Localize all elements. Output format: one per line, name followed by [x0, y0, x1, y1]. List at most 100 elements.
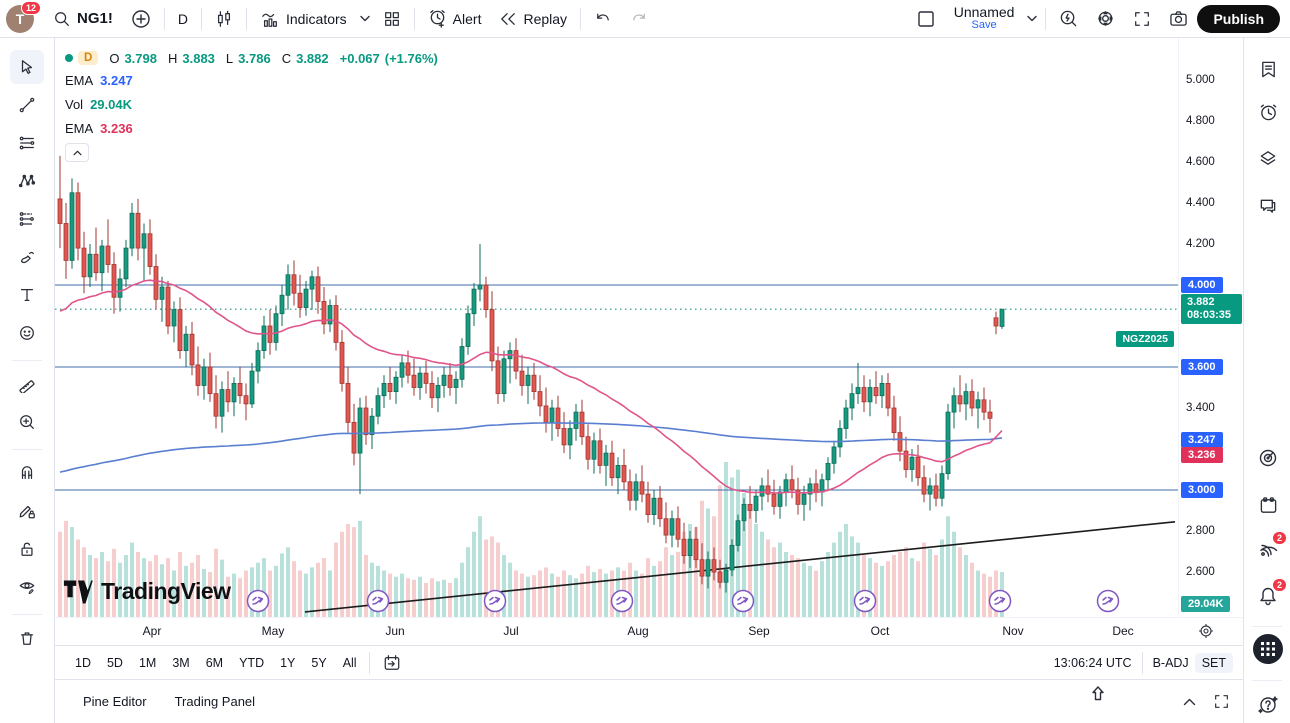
panel-up-arrow-icon[interactable]	[1091, 686, 1105, 701]
go-to-date-button[interactable]	[374, 648, 410, 678]
trendline-tool[interactable]	[10, 88, 44, 122]
current-price-chip: 3.882 08:03:35	[1181, 294, 1242, 324]
month-tick-label: Aug	[627, 624, 649, 638]
price-axis[interactable]: 5.000 4.800 4.600 4.400 4.200 3.400 2.800 2.600…	[1178, 38, 1243, 617]
camera-icon	[1170, 11, 1188, 26]
layout-square-icon	[918, 10, 934, 27]
lock-all-drawings-tool[interactable]	[10, 532, 44, 566]
fib-retracement-tool[interactable]	[10, 126, 44, 160]
clock[interactable]: 13:06:24 UTC	[1053, 655, 1132, 670]
contract-rollover-icon[interactable]	[610, 589, 634, 613]
bottom-panel-tab[interactable]: Pine Editor	[83, 694, 147, 709]
change-value: +0.067	[339, 50, 380, 66]
interval-pill[interactable]: D	[78, 51, 99, 65]
settings-button[interactable]	[1087, 4, 1124, 34]
help-button[interactable]	[1253, 690, 1283, 720]
chart-region: D O 3.798 H 3.883 L 3.786 C 3.882 +0.067…	[55, 38, 1243, 723]
price-label-chip: 3.247	[1181, 432, 1223, 448]
chart-plot-area[interactable]: D O 3.798 H 3.883 L 3.786 C 3.882 +0.067…	[55, 38, 1178, 617]
indicator-templates-button[interactable]	[356, 4, 374, 34]
emoji-tool[interactable]	[10, 316, 44, 350]
range-button[interactable]: 6M	[205, 655, 224, 670]
indicators-button[interactable]: Indicators	[251, 4, 356, 34]
brush-icon	[20, 251, 34, 264]
candlestick-chart	[55, 155, 1178, 617]
time-axis[interactable]: Apr May Jun Jul Aug Sep Oct Nov Dec	[55, 617, 1243, 645]
range-button[interactable]: 1Y	[280, 655, 296, 670]
contract-rollover-icon[interactable]	[731, 589, 755, 613]
fullscreen-button[interactable]	[1124, 4, 1160, 34]
contract-rollover-icon[interactable]	[853, 589, 877, 613]
interval-button[interactable]: D	[169, 4, 197, 34]
search-icon	[55, 11, 69, 26]
contract-rollover-icon[interactable]	[988, 589, 1012, 613]
range-button[interactable]: 5Y	[311, 655, 327, 670]
brush-tool[interactable]	[10, 240, 44, 274]
notifications-button[interactable]: 2	[1253, 578, 1287, 611]
quick-search-button[interactable]	[1050, 4, 1087, 34]
chart-style-button[interactable]	[206, 4, 242, 34]
save-layout-link[interactable]: Save	[971, 18, 997, 31]
publish-label: Publish	[1213, 10, 1264, 27]
zoom-in-tool[interactable]	[10, 405, 44, 439]
fib-lines-icon	[19, 136, 35, 150]
redo-button[interactable]	[621, 4, 657, 34]
bottom-panel: Pine Editor Trading Panel	[55, 679, 1243, 723]
screener-button[interactable]	[1253, 443, 1283, 473]
apps-menu-button[interactable]	[1253, 634, 1283, 664]
contract-rollover-icon[interactable]	[1096, 589, 1120, 613]
indicator-row[interactable]: EMA 3.247	[65, 68, 438, 92]
chat-button[interactable]	[1253, 190, 1283, 220]
magnet-tool[interactable]	[10, 456, 44, 490]
range-button[interactable]: 3M	[172, 655, 190, 670]
session-toggle[interactable]: SET	[1194, 652, 1233, 673]
range-button[interactable]: 5D	[106, 655, 123, 670]
grid-layout-button[interactable]	[374, 4, 410, 34]
publish-button[interactable]: Publish	[1197, 4, 1280, 33]
axis-settings-button[interactable]	[1198, 623, 1214, 639]
month-tick-label: May	[261, 624, 285, 638]
user-avatar[interactable]: T 12	[6, 0, 41, 33]
calendar-button[interactable]	[1253, 490, 1283, 520]
panel-expand-chevron-icon[interactable]	[1183, 698, 1196, 706]
xabcd-pattern-icon	[18, 174, 36, 188]
drawing-edit-lock-tool[interactable]	[10, 494, 44, 528]
pattern-tool[interactable]	[10, 164, 44, 198]
indicator-row[interactable]: EMA 3.236	[65, 116, 438, 140]
hide-drawings-tool[interactable]	[10, 570, 44, 604]
measure-tool[interactable]	[10, 367, 44, 401]
adjustment-toggle[interactable]: B-ADJ	[1152, 655, 1189, 670]
object-tree-button[interactable]	[1253, 143, 1283, 173]
screenshot-button[interactable]	[1160, 4, 1197, 34]
panel-maximize-icon[interactable]	[1214, 694, 1229, 709]
streams-button[interactable]: 2	[1253, 531, 1287, 564]
cursor-tool[interactable]	[10, 50, 44, 84]
range-button[interactable]: 1D	[75, 655, 91, 670]
indicator-row[interactable]: Vol 29.04K	[65, 92, 438, 116]
layout-menu-button[interactable]	[1023, 4, 1041, 34]
symbol-search-button[interactable]: NG1!	[44, 4, 122, 34]
add-symbol-button[interactable]	[122, 4, 160, 34]
watchlist-button[interactable]	[1253, 54, 1283, 84]
contract-rollover-icon[interactable]	[246, 589, 270, 613]
layout-name-button[interactable]: Unnamed Save	[945, 4, 1024, 34]
remove-drawings-tool[interactable]	[10, 621, 44, 655]
alerts-panel-button[interactable]	[1253, 97, 1283, 127]
text-icon	[20, 288, 34, 302]
gear-icon	[1098, 11, 1114, 26]
forecast-tool[interactable]	[10, 202, 44, 236]
replay-button[interactable]: Replay	[490, 4, 576, 34]
alert-button[interactable]: Alert	[419, 4, 491, 34]
contract-rollover-icon[interactable]	[483, 589, 507, 613]
alarm-clock-icon	[1260, 104, 1276, 120]
contract-rollover-icon[interactable]	[366, 589, 390, 613]
range-button[interactable]: YTD	[239, 655, 265, 670]
layout-select-button[interactable]	[907, 4, 945, 34]
indicator-name: EMA	[65, 72, 94, 88]
undo-button[interactable]	[585, 4, 621, 34]
range-button[interactable]: All	[342, 655, 357, 670]
text-tool[interactable]	[10, 278, 44, 312]
bottom-panel-tab[interactable]: Trading Panel	[174, 694, 256, 709]
range-button[interactable]: 1M	[138, 655, 157, 670]
legend-collapse-button[interactable]	[65, 143, 89, 162]
